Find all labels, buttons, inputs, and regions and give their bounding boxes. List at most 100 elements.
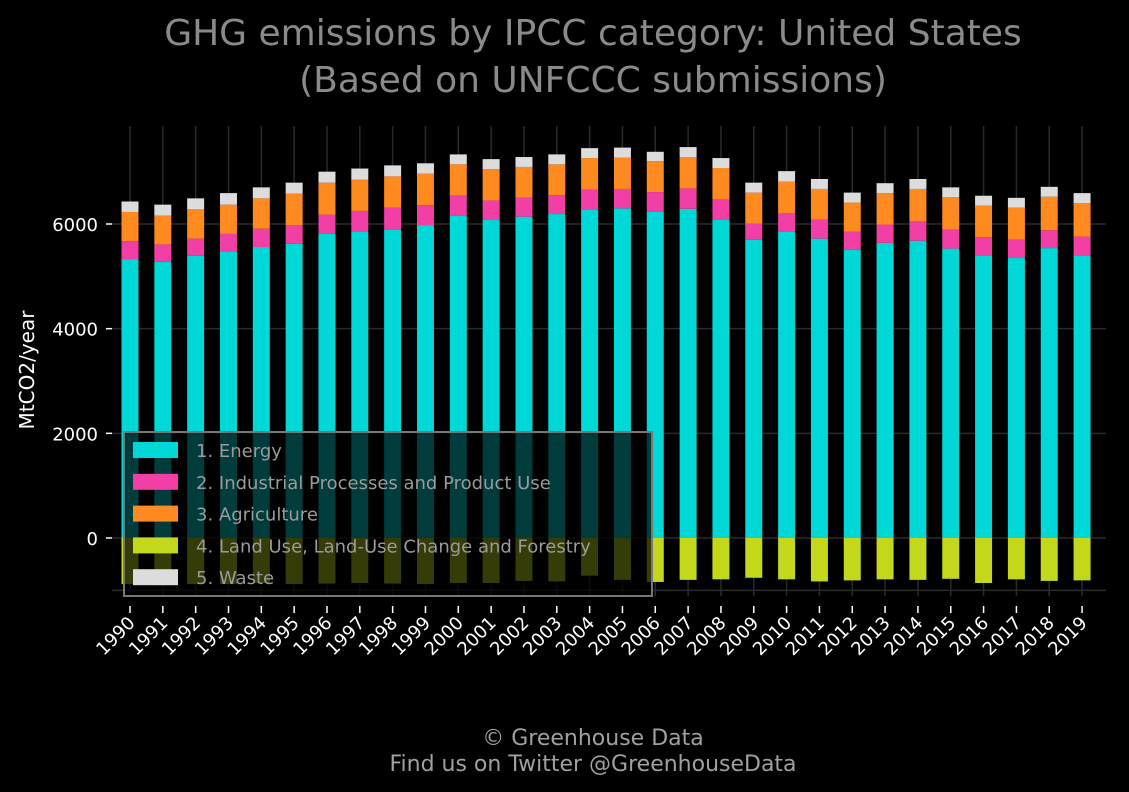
bar-segment [679,147,697,158]
y-axis: 0 2000 4000 6000 [52,215,112,550]
bar-segment [482,159,500,170]
y-tick-label: 0 [87,529,98,550]
bar-segment [384,165,402,177]
bar-segment [1073,538,1091,581]
bar-segment [1007,207,1025,240]
footer: © Greenhouse Data Find us on Twitter @Gr… [389,726,796,777]
bar-segment [252,198,270,229]
y-tick-label: 4000 [52,320,98,341]
x-tick-label: 2019 [1044,613,1091,660]
bar-segment [515,166,533,198]
bar-segment [646,161,664,193]
subtitle: (Based on UNFCCC submissions) [299,60,887,101]
bar-segment [384,207,402,230]
bar-segment [187,238,205,256]
bar-segment [843,249,861,539]
bar-segment [351,210,369,232]
bar-segment [712,538,730,580]
bar-segment [646,192,664,212]
y-axis-label: MtCO2/year [15,310,39,430]
bar-segment [1040,186,1058,197]
bar-segment [449,195,467,216]
bar-segment [416,205,434,226]
bar-segment [219,204,237,234]
bar-segment [285,193,303,226]
bar-segment [679,157,697,189]
bar-segment [942,197,960,230]
x-axis: 1990199119921993199419951996199719981999… [92,606,1092,660]
bar-segment [613,147,631,158]
bar-segment [909,178,927,189]
bar-segment [843,538,861,581]
bar-segment [942,229,960,249]
bar-segment [942,187,960,198]
bar-segment [942,248,960,538]
bar-segment [679,208,697,538]
bar-segment [482,200,500,220]
bar-segment [515,197,533,217]
bar-segment [351,179,369,211]
bar-segment [121,241,139,260]
bar-segment [745,239,763,538]
bar-segment [843,202,861,232]
bar-segment [548,195,566,215]
bar-segment [712,158,730,169]
bar-segment [449,164,467,196]
bar-segment [154,215,172,245]
bar-segment [909,188,927,222]
legend-label: 4. Land Use, Land-Use Change and Forestr… [196,536,591,557]
legend-label: 1. Energy [196,441,282,462]
bar-segment [515,157,533,167]
bar-segment [778,538,796,580]
bar-segment [843,231,861,250]
bar-segment [975,195,993,206]
bar-segment [942,538,960,579]
bar-segment [613,188,631,209]
bar-segment [351,168,369,180]
bar-segment [1007,197,1025,208]
bar-segment [778,171,796,182]
bar-segment [1073,203,1091,237]
legend-swatch [133,442,178,458]
bar-segment [482,169,500,201]
bar-segment [318,214,336,234]
bar-segment [1007,239,1025,259]
bar-segment [975,255,993,538]
bar-segment [1073,255,1091,538]
bar-segment [778,231,796,538]
bar-segment [975,205,993,238]
bar-segment [909,240,927,538]
bar-segment [679,538,697,580]
bar-segment [745,192,763,224]
bar-segment [1007,538,1025,580]
bar-segment [810,188,828,220]
bar-segment [876,183,894,194]
bar-segment [909,221,927,241]
bar-segment [384,176,402,208]
bar-segment [285,182,303,194]
bar-segment [581,148,599,159]
bar-segment [712,168,730,200]
bar-segment [876,224,894,243]
bar-segment [876,193,894,225]
legend-swatch [133,569,178,586]
bar-segment [187,209,205,239]
bar-segment [1073,236,1091,256]
bar-segment [745,223,763,240]
bar-segment [876,538,894,580]
bar-segment [318,171,336,183]
legend-swatch [133,537,178,554]
bar-segment [219,193,237,205]
y-tick-label: 6000 [52,215,98,236]
legend-box [123,431,653,597]
bar-segment [712,199,730,220]
bar-segment [548,164,566,196]
bar-segment [745,182,763,193]
bar-segment [219,233,237,252]
bar-segment [121,201,139,212]
bar-segment [581,158,599,190]
bar-segment [1040,248,1058,538]
bar-segment [810,178,828,189]
bar-segment [876,242,894,538]
bar-segment [975,538,993,584]
